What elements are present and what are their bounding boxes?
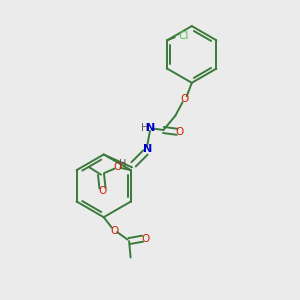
Text: O: O bbox=[180, 94, 188, 104]
Text: O: O bbox=[113, 162, 122, 172]
Text: H: H bbox=[119, 159, 127, 169]
Text: O: O bbox=[176, 128, 184, 137]
Text: O: O bbox=[141, 234, 150, 244]
Text: H: H bbox=[141, 123, 148, 133]
Text: N: N bbox=[146, 123, 155, 133]
Text: O: O bbox=[98, 186, 106, 196]
Text: Cl: Cl bbox=[178, 31, 189, 41]
Text: N: N bbox=[143, 144, 152, 154]
Text: O: O bbox=[110, 226, 118, 236]
